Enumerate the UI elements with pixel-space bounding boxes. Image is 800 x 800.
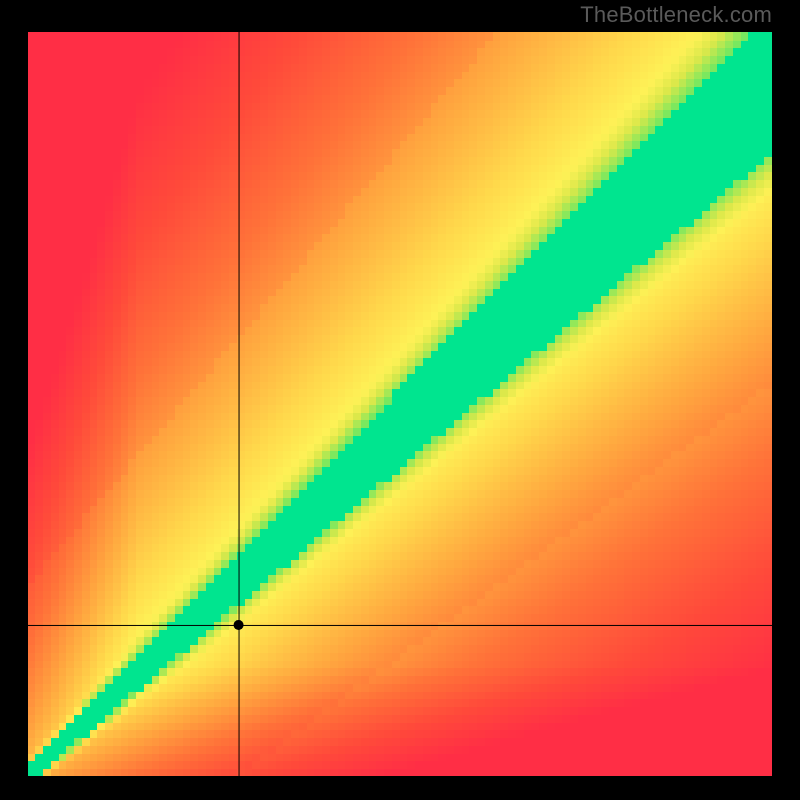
attribution-text: TheBottleneck.com	[580, 2, 772, 28]
heatmap-plot	[28, 32, 772, 776]
chart-container: TheBottleneck.com	[0, 0, 800, 800]
